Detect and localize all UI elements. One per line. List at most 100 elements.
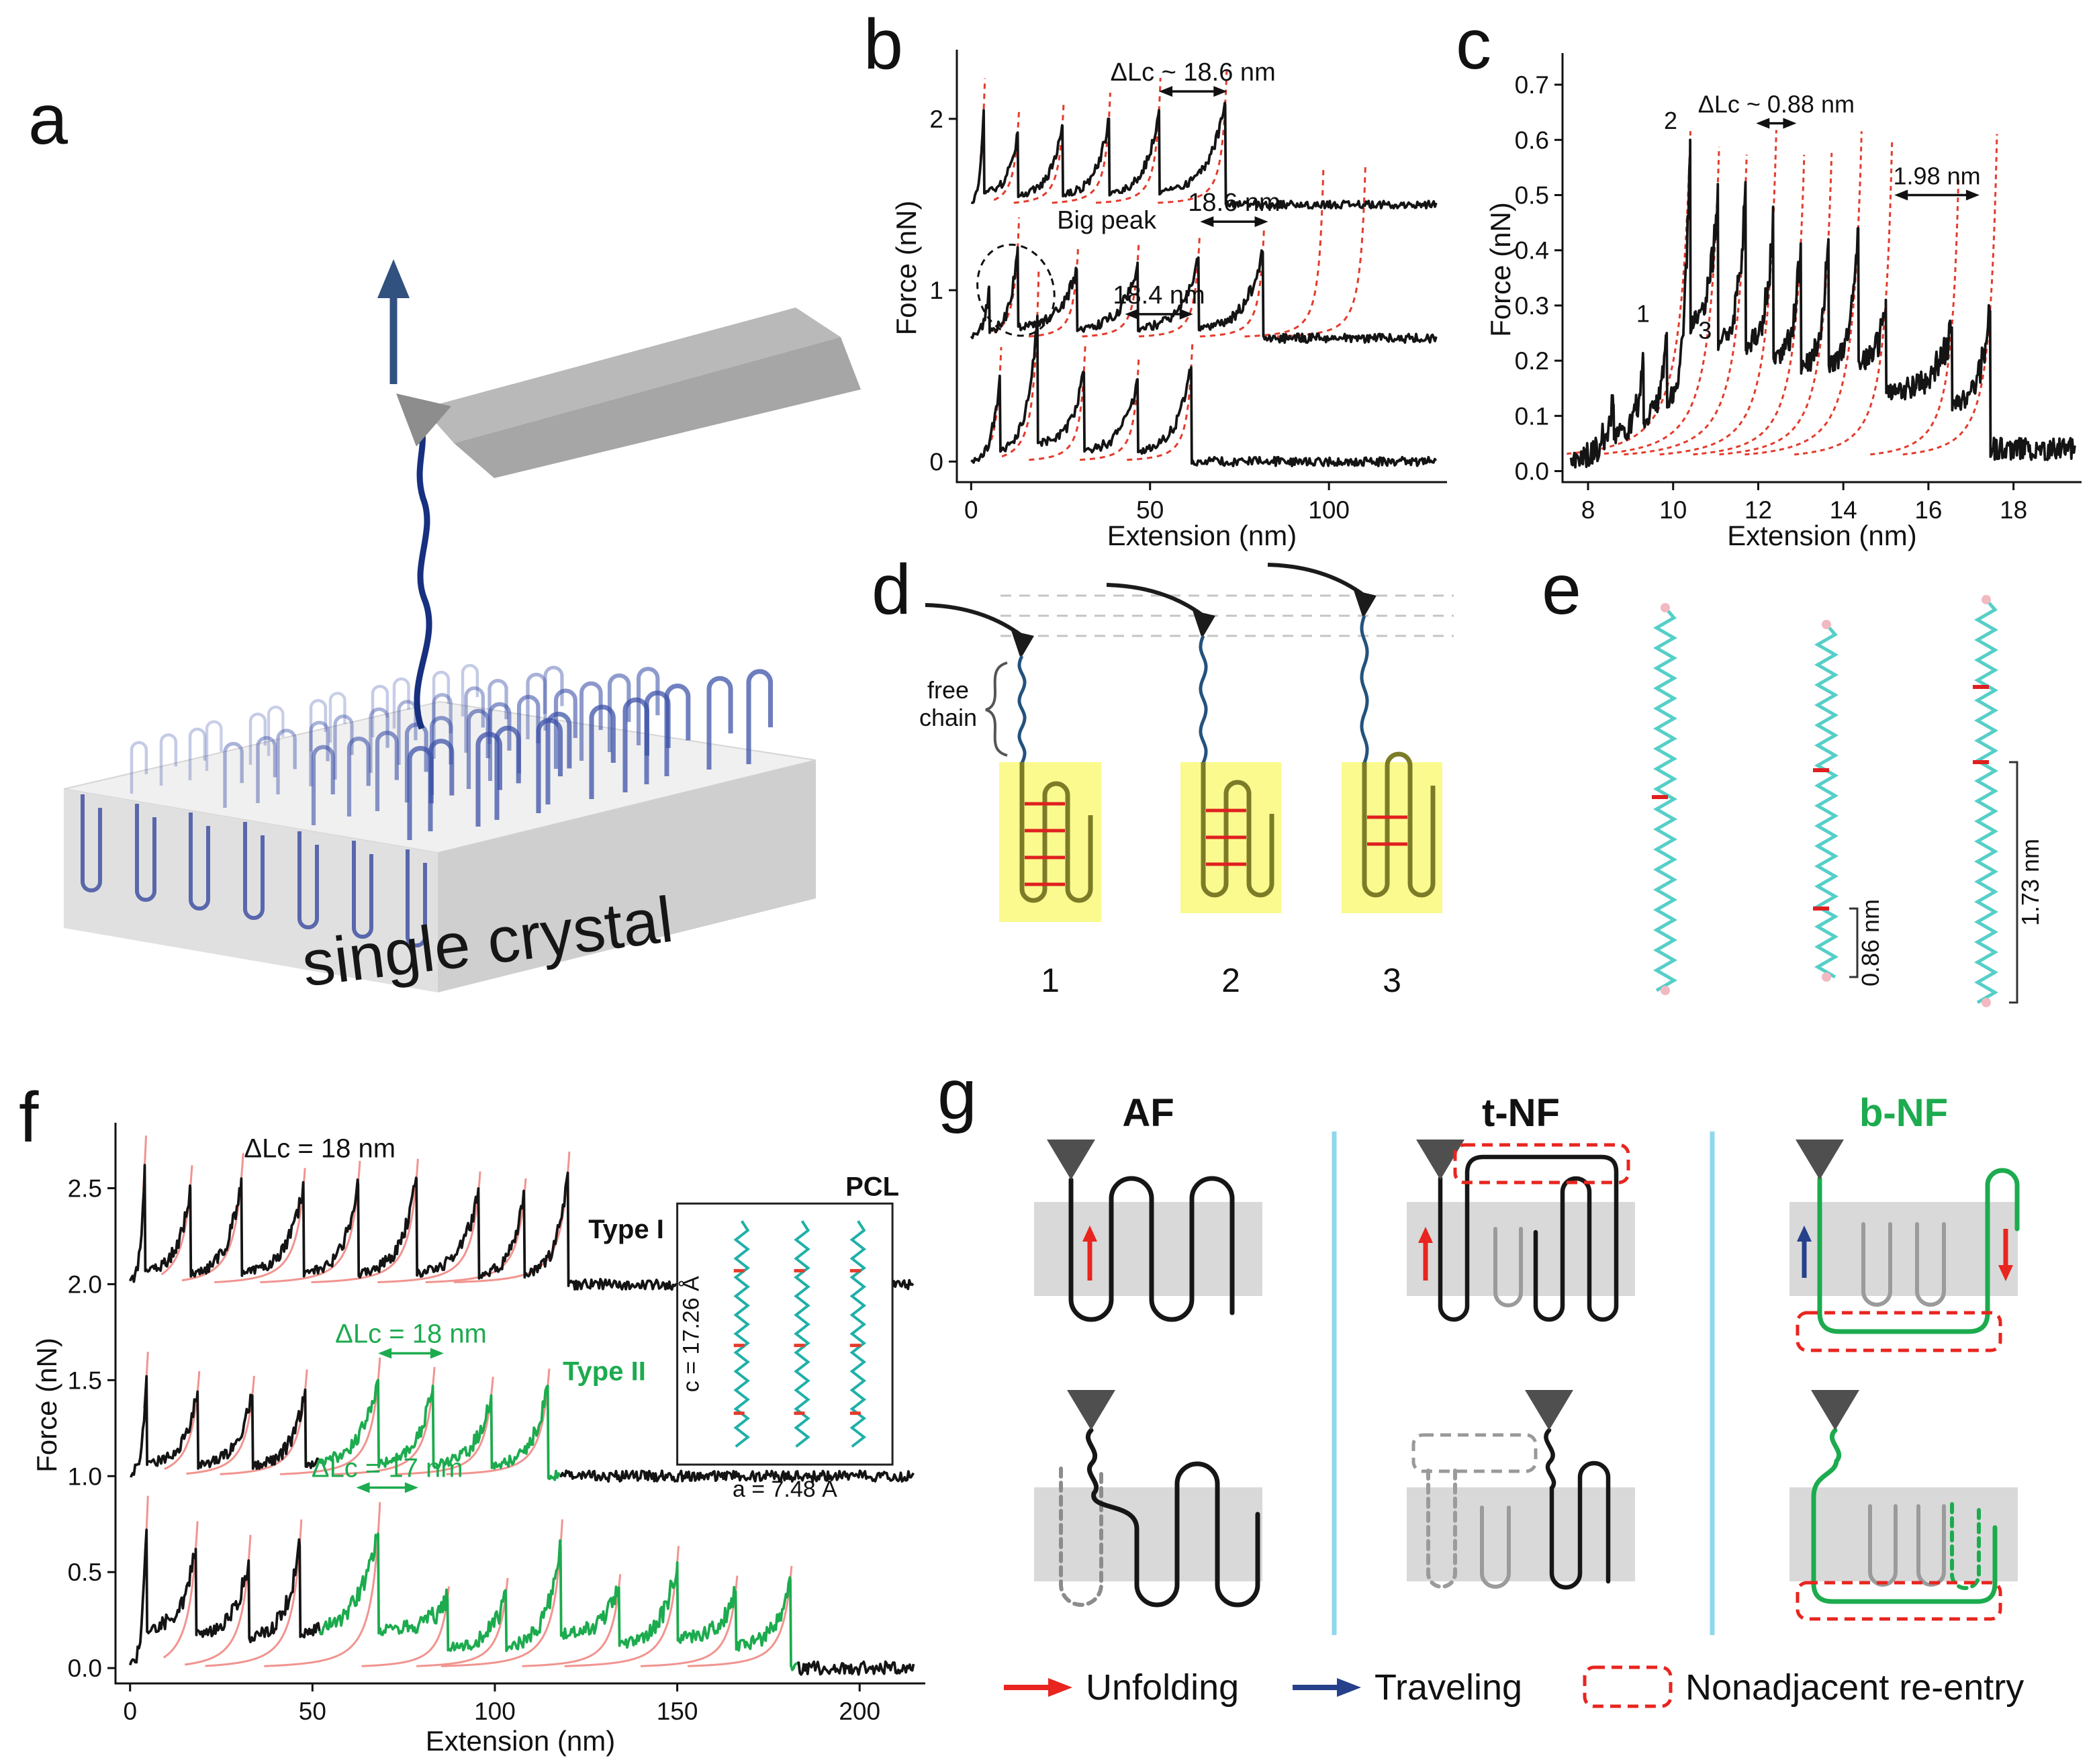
annotation: 1 — [1636, 300, 1650, 328]
axes — [956, 50, 1447, 483]
arrowhead — [1082, 1225, 1097, 1242]
x-tick-label: 0 — [964, 496, 978, 524]
membrane — [1407, 1487, 1635, 1581]
afm-tip — [1796, 1140, 1844, 1180]
trace-type-3 — [318, 1532, 798, 1671]
cantilever-tip — [396, 393, 451, 447]
wlc-fit — [1138, 235, 1201, 338]
folded-chain-loop — [432, 693, 453, 759]
afm-tip — [1047, 1140, 1095, 1180]
y-tick-label: 0.7 — [1515, 71, 1549, 99]
cantilever-tip — [1011, 631, 1034, 659]
panel-label-a: a — [28, 80, 68, 159]
inset-a-axis-label: a = 7.48 Å — [733, 1477, 837, 1502]
folded-chain-loop — [267, 705, 285, 756]
arrowhead — [356, 1482, 370, 1493]
folded-chain-loop — [432, 670, 451, 723]
folded-chain — [1362, 751, 1436, 898]
bracket — [2009, 761, 2018, 1004]
chain-end — [1982, 998, 1991, 1007]
wlc-fit — [1028, 246, 1080, 338]
wlc-fit — [264, 1502, 381, 1667]
chain — [1950, 1502, 1981, 1590]
panel-c-chart: 8 10 12 14 16 180.00.10.20.30.40.50.60.7Exten… — [1485, 53, 2082, 551]
step-number: 2 — [1221, 962, 1240, 999]
folded-chain-loop — [375, 731, 399, 811]
annotation: 18.6 nm — [1188, 189, 1280, 217]
folded-chain-loop — [311, 745, 335, 825]
folded-chain-loop — [589, 704, 616, 799]
chain — [1438, 1154, 1619, 1322]
nonadjacent-box — [1583, 1665, 1673, 1708]
annotation: ΔLc ~ 18.6 nm — [1111, 58, 1276, 87]
arrowhead — [1894, 189, 1908, 201]
x-tick-label: 150 — [657, 1698, 698, 1725]
chain — [1861, 1222, 1892, 1307]
wlc-fit — [334, 1366, 436, 1475]
wlc-fit — [1659, 130, 1777, 456]
folded-chain-loop — [429, 716, 453, 795]
free-chain — [1199, 635, 1208, 764]
panel-label-d: d — [872, 550, 911, 629]
column-tnf — [1407, 1140, 1635, 1590]
folded-chain-loop — [371, 684, 389, 737]
arrowhead — [404, 1482, 418, 1493]
y-axis-label: Force (nN) — [890, 201, 922, 336]
panel-label-c: c — [1456, 5, 1491, 84]
chart-c: 8 10 12 14 16 180.00.10.20.30.40.50.60.7Exten… — [1485, 53, 2082, 551]
folded-chain-loop — [746, 669, 774, 764]
measurement-label: 1.73 nm — [2016, 839, 2044, 926]
inset-title: PCL — [845, 1172, 899, 1201]
annotation: ΔLc ~ 0.88 nm — [1698, 91, 1855, 118]
y-tick-label: 0.4 — [1515, 237, 1549, 265]
folded-chain-loop — [189, 813, 210, 911]
trace-type-3 — [796, 1660, 915, 1676]
folded-chain-loop — [579, 681, 603, 761]
wlc-fit — [1199, 230, 1265, 338]
folded-chain-loop — [309, 721, 330, 786]
folded-chain-loop — [135, 804, 156, 902]
annotation: ΔLc = 17 nm — [312, 1453, 463, 1483]
x-tick-label: 200 — [839, 1698, 880, 1725]
separators — [1332, 1131, 1715, 1635]
folded-chain — [1201, 762, 1274, 898]
folded-chain-loop — [494, 725, 521, 820]
unfolding-arrowhead — [1048, 1678, 1072, 1697]
folded-chain-loop — [553, 688, 577, 769]
column-title-bnf: b-NF — [1859, 1091, 1948, 1135]
wlc-fit — [1624, 154, 1748, 456]
inset-c-axis-label: c = 17.26 Å — [679, 1276, 704, 1392]
legend-unfolding-label: Unfolding — [1086, 1667, 1239, 1708]
wlc-fit — [311, 1158, 419, 1283]
wlc-fit — [1276, 165, 1366, 338]
cantilever-tip — [1354, 590, 1377, 618]
folded-chain-loop — [352, 841, 373, 939]
cantilever-tip — [1193, 610, 1215, 639]
membrane — [1034, 1487, 1262, 1581]
column-title-af: AF — [1122, 1091, 1174, 1135]
trace-curve-3 — [970, 314, 1438, 467]
wlc-fit — [522, 1574, 622, 1667]
folded-chain-loop — [297, 831, 319, 929]
wlc-fit — [1719, 152, 1833, 456]
folded-chain-loop — [333, 714, 354, 780]
annotation: Type I — [588, 1215, 664, 1244]
chart-f: 0 50 100 150 200 0.0 0.5 1.0 1.5 2.0 2.5 Extension … — [31, 1123, 925, 1757]
axes — [114, 1123, 925, 1685]
folded-chain-loop — [346, 736, 371, 817]
measurement-label: 0.86 nm — [1857, 899, 1884, 986]
nonadjacent-box — [1796, 1581, 2002, 1621]
chain — [1916, 1504, 1946, 1587]
chain-end — [1661, 603, 1670, 612]
nonadjacent-box — [1411, 1433, 1538, 1473]
legend: Unfolding Traveling Nonadjacent re-entry — [1004, 1665, 2024, 1708]
nonadjacent-box — [1796, 1311, 2002, 1352]
folded-chain-loop — [328, 692, 346, 743]
x-tick-label: 12 — [1744, 496, 1772, 524]
x-axis-label: Extension (nm) — [1107, 520, 1297, 551]
trace-type-2 — [130, 1375, 320, 1478]
pcl-chain — [794, 1220, 810, 1448]
chain-end — [1982, 595, 1991, 604]
